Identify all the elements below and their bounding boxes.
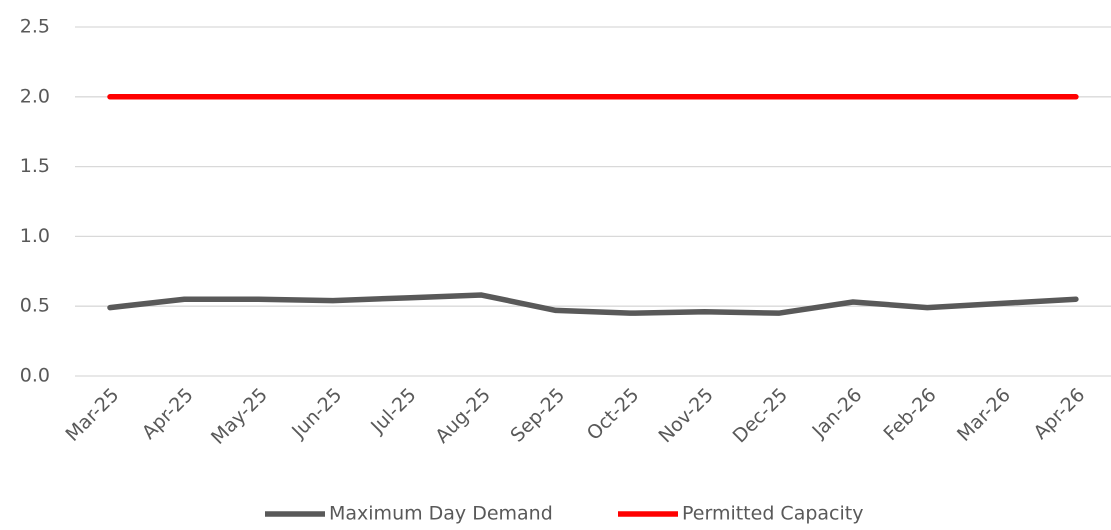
legend-label: Maximum Day Demand — [329, 503, 553, 525]
x-tick-label: Apr-25 — [138, 384, 198, 444]
x-tick-label: Nov-25 — [654, 384, 717, 447]
x-tick-label: Feb-26 — [879, 384, 940, 445]
x-tick-label: Aug-25 — [431, 384, 495, 448]
series-line — [107, 292, 1079, 316]
y-tick-label: 2.5 — [20, 16, 50, 38]
y-tick-label: 2.0 — [20, 85, 50, 107]
x-tick-label: Dec-25 — [729, 384, 793, 448]
x-tick-label: Jul-25 — [366, 384, 420, 438]
x-tick-label: Sep-25 — [506, 384, 569, 447]
legend-label: Permitted Capacity — [682, 503, 863, 525]
y-tick-label: 0.5 — [20, 295, 50, 317]
x-tick-label: May-25 — [207, 384, 272, 449]
y-tick-label: 0.0 — [20, 365, 50, 387]
x-tick-label: Jun-25 — [287, 384, 346, 443]
x-tick-label: Mar-25 — [61, 384, 123, 446]
x-tick-label: Jan-26 — [808, 384, 867, 443]
x-tick-label: Mar-26 — [953, 384, 1015, 446]
y-tick-label: 1.5 — [20, 155, 50, 177]
x-tick-label: Oct-25 — [583, 384, 644, 445]
x-tick-label: Apr-26 — [1029, 384, 1089, 444]
y-tick-label: 1.0 — [20, 225, 50, 247]
